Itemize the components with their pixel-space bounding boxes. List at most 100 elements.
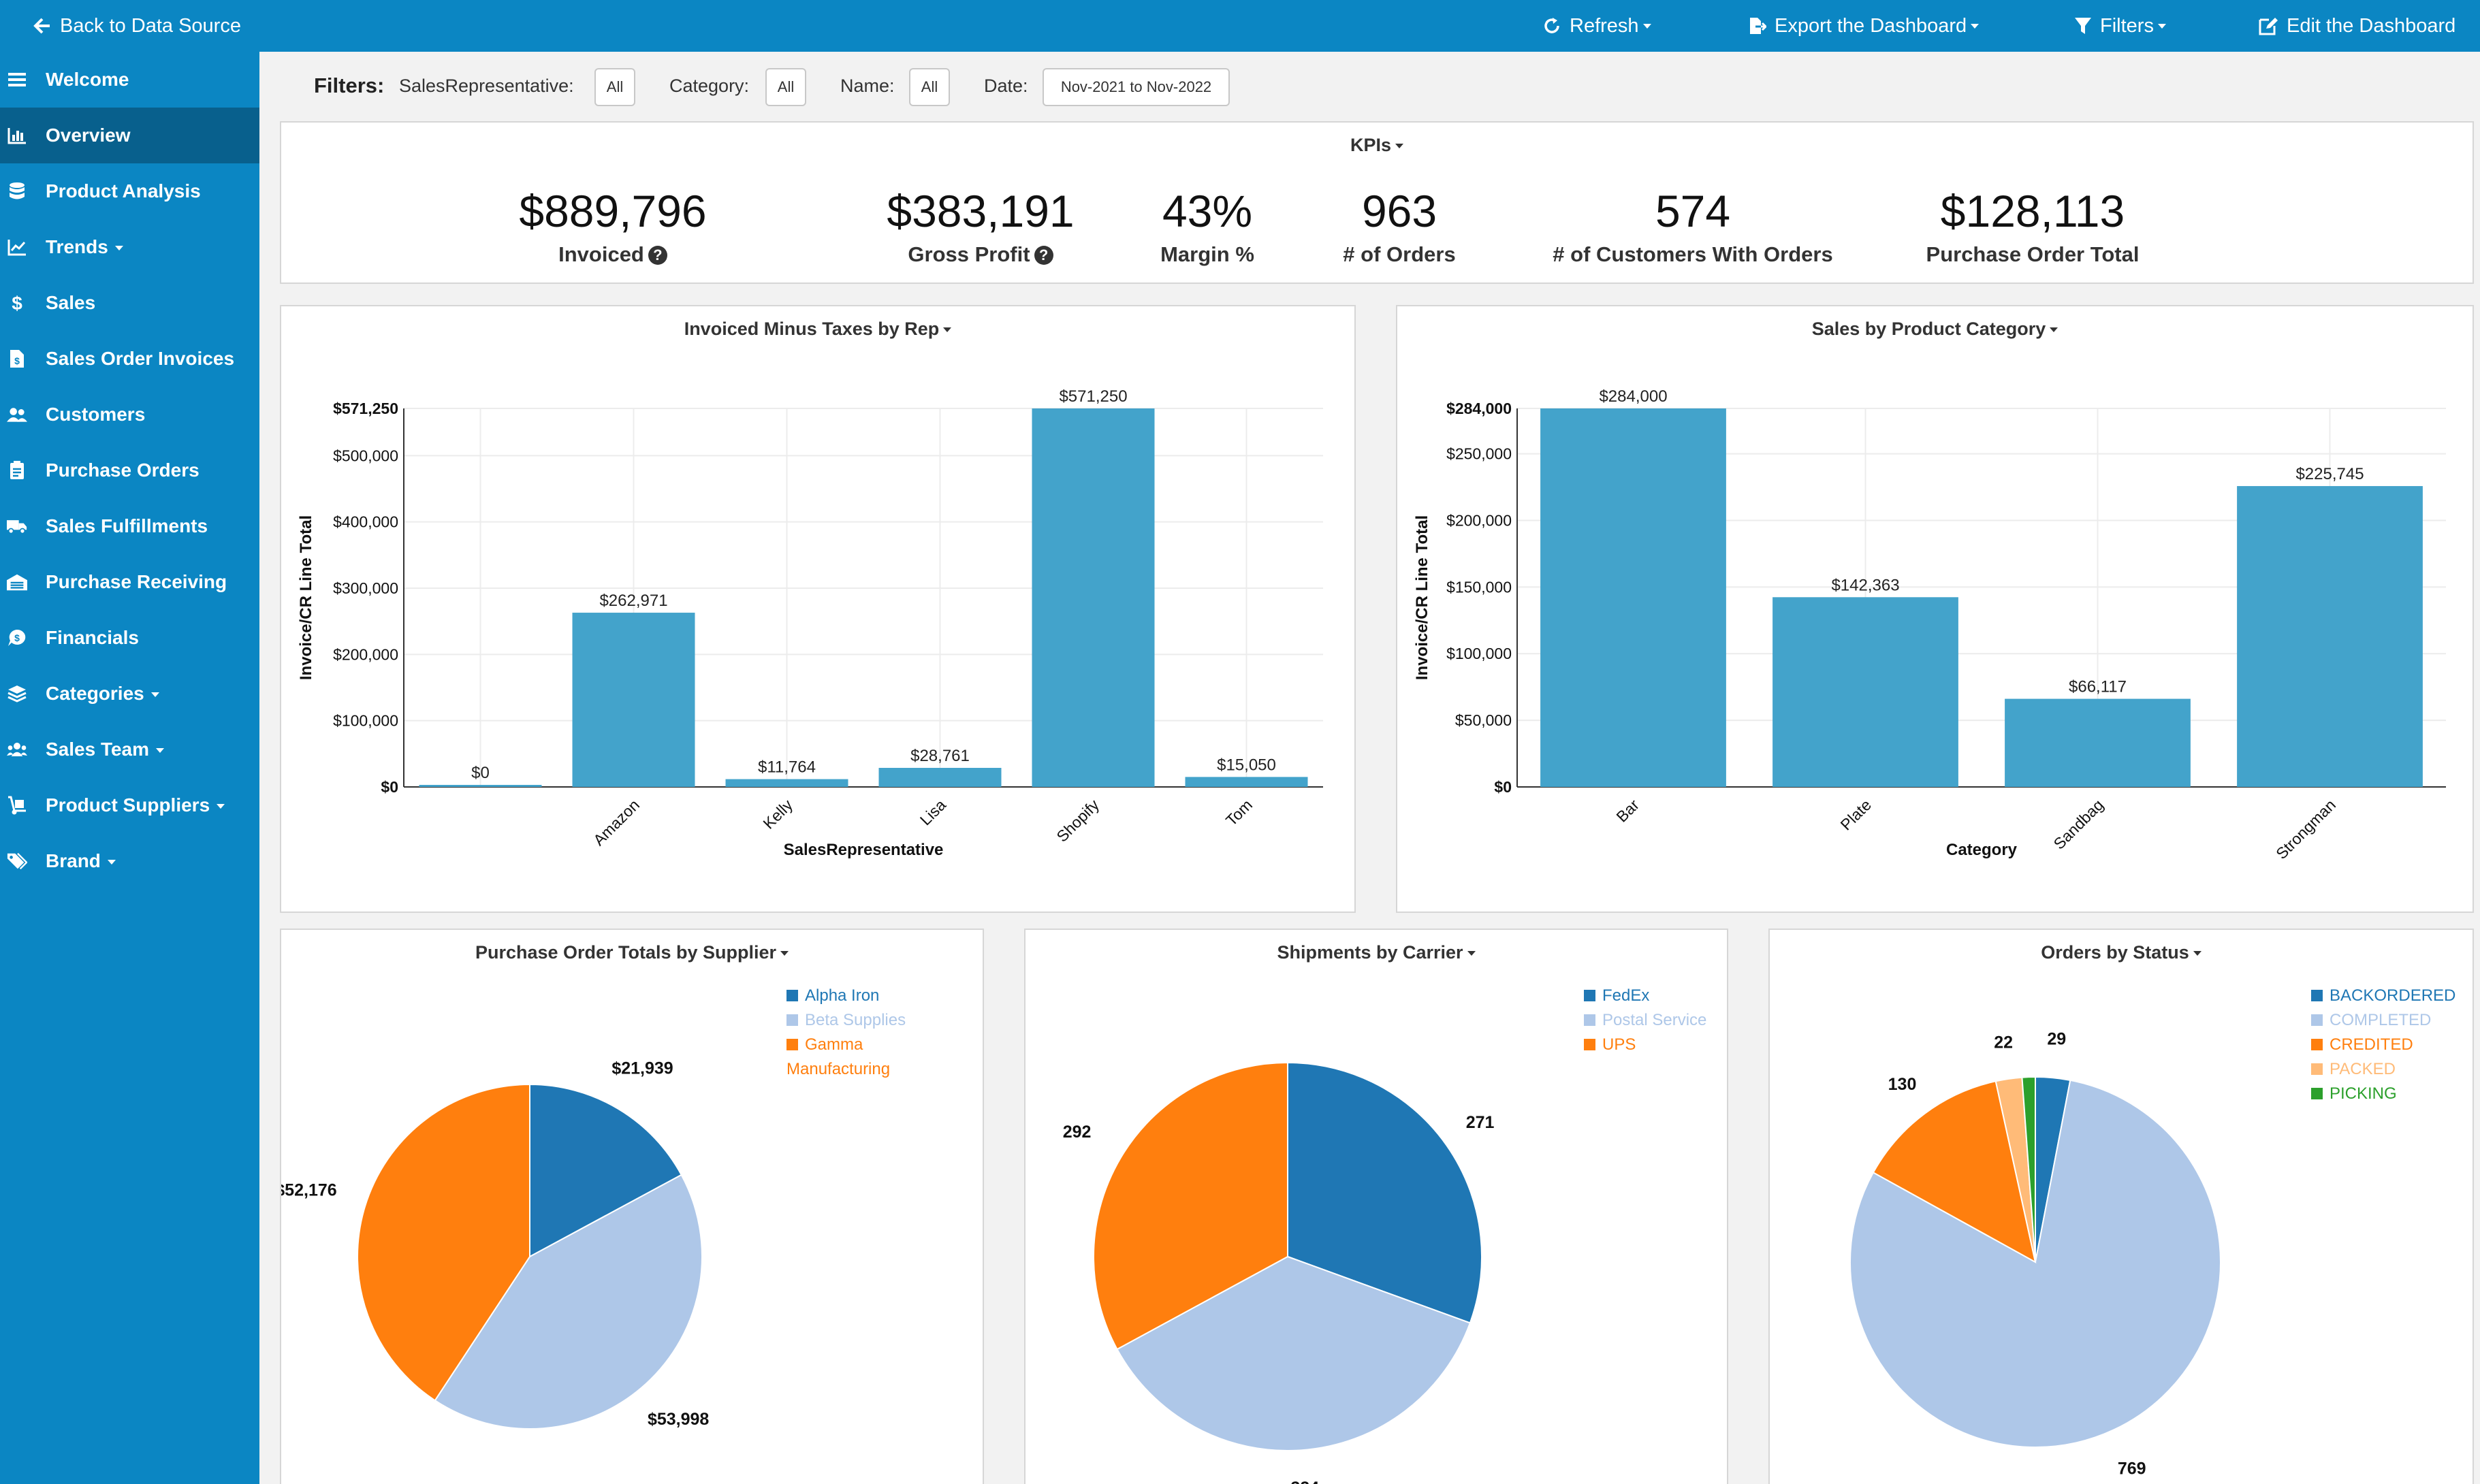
sidebar-item-purchase-orders[interactable]: Purchase Orders: [0, 442, 259, 498]
chart-title[interactable]: Sales by Product Category: [1397, 319, 2473, 340]
refresh-button[interactable]: Refresh: [1542, 0, 1651, 52]
sidebar-item-categories[interactable]: Categories: [0, 666, 259, 722]
sidebar-item-label: Sales: [46, 292, 96, 313]
legend-swatch: [1584, 1014, 1595, 1026]
slice-label: $52,176: [281, 1180, 337, 1199]
sidebar-item-sales[interactable]: $ Sales: [0, 275, 259, 331]
x-tick-label: Amazon: [590, 796, 643, 849]
legend-label: BACKORDERED: [2330, 986, 2455, 1005]
sidebar-item-purchase-receiving[interactable]: Purchase Receiving: [0, 554, 259, 610]
chevron-down-icon: [114, 246, 123, 251]
date-filter-button[interactable]: Nov-2021 to Nov-2022: [1043, 68, 1230, 106]
kpi-label: Margin %: [1160, 242, 1254, 266]
invoiced-by-rep-panel: Invoiced Minus Taxes by Rep $0 $100,000 $2…: [280, 305, 1356, 913]
data-label: $28,761: [910, 747, 970, 765]
sidebar-item-label: Purchase Orders: [46, 459, 200, 481]
dollar-icon: $: [7, 293, 27, 313]
sidebar-item-overview[interactable]: Overview: [0, 108, 259, 163]
chevron-down-icon: [2157, 23, 2166, 29]
legend-swatch: [786, 990, 798, 1001]
svg-text:$: $: [14, 355, 20, 366]
sidebar-item-sales-team[interactable]: Sales Team: [0, 722, 259, 777]
bar: [419, 785, 542, 787]
bar: [878, 768, 1002, 787]
x-tick-label: Tom: [1222, 796, 1256, 829]
x-axis-title: SalesRepresentative: [784, 841, 944, 859]
filters-button[interactable]: Filters: [2074, 0, 2166, 52]
filters-title: Filters:: [314, 74, 385, 97]
y-tick-label: $150,000: [1446, 578, 1512, 596]
chart-title[interactable]: Invoiced Minus Taxes by Rep: [281, 319, 1354, 340]
y-tick-label: $0: [1494, 778, 1512, 796]
date-filter-label: Date:: [984, 75, 1028, 96]
filter-icon: [2075, 18, 2091, 34]
chevron-down-icon: [1642, 23, 1651, 29]
legend-label: Gamma: [805, 1035, 863, 1054]
help-icon[interactable]: ?: [1034, 246, 1053, 265]
arrow-left-icon: [33, 18, 50, 34]
chevron-down-icon: [150, 692, 159, 698]
sidebar-item-financials[interactable]: $ Financials: [0, 610, 259, 666]
sidebar-item-label: Welcome: [46, 69, 129, 90]
export-dashboard-button[interactable]: Export the Dashboard: [1747, 0, 1980, 52]
y-tick-label: $100,000: [333, 712, 398, 730]
sidebar-item-brand[interactable]: Brand: [0, 833, 259, 889]
edit-dashboard-button[interactable]: Edit the Dashboard: [2258, 0, 2455, 52]
kpi-value: $383,191: [887, 186, 1075, 236]
x-tick-label: Plate: [1837, 796, 1875, 833]
sales-rep-filter-button[interactable]: All: [594, 68, 635, 106]
sidebar-item-sales-order-invoices[interactable]: $ Sales Order Invoices: [0, 331, 259, 387]
slice-label: 130: [1888, 1075, 1917, 1094]
chart-title[interactable]: Shipments by Carrier: [1026, 942, 1727, 963]
bar: [572, 613, 695, 787]
y-tick-label: $500,000: [333, 447, 398, 464]
sidebar-item-sales-fulfillments[interactable]: Sales Fulfillments: [0, 498, 259, 554]
y-tick-label: $250,000: [1446, 445, 1512, 463]
edit-dashboard-label: Edit the Dashboard: [2287, 14, 2456, 37]
bar: [1032, 408, 1155, 787]
name-filter-button[interactable]: All: [909, 68, 950, 106]
svg-text:$: $: [14, 632, 20, 643]
sidebar-item-label: Brand: [46, 850, 116, 872]
kpi-customers-with-orders: 574 # of Customers With Orders: [1529, 185, 1856, 267]
help-icon[interactable]: ?: [648, 246, 667, 265]
chart-title[interactable]: Orders by Status: [1770, 942, 2473, 963]
kpi-label: # of Customers With Orders: [1553, 242, 1833, 266]
sidebar-item-product-analysis[interactable]: Product Analysis: [0, 163, 259, 219]
sidebar-item-label: Categories: [46, 683, 159, 705]
back-to-data-source-button[interactable]: Back to Data Source: [33, 0, 241, 52]
kpi-value: 574: [1655, 186, 1731, 236]
clipboard-icon: [7, 460, 27, 481]
bar: [2237, 486, 2423, 787]
menu-icon: [7, 69, 27, 90]
sidebar-item-customers[interactable]: Customers: [0, 387, 259, 442]
pie-slice: [1849, 1079, 2221, 1448]
chart-title[interactable]: Purchase Order Totals by Supplier: [281, 942, 983, 963]
slice-label: 271: [1466, 1113, 1495, 1132]
kpi-value: $889,796: [519, 186, 707, 236]
legend-swatch: [2311, 1063, 2323, 1075]
sidebar-item-label: Sales Order Invoices: [46, 348, 235, 369]
data-label: $11,764: [758, 758, 816, 777]
pie-slice: [1287, 1061, 1482, 1324]
pie-slice: [2021, 1076, 2036, 1263]
y-tick-label: $200,000: [1446, 511, 1512, 529]
sidebar-item-trends[interactable]: Trends: [0, 219, 259, 275]
legend-swatch: [2311, 1039, 2323, 1050]
bar-chart-icon: [7, 125, 27, 146]
refresh-icon: [1544, 18, 1559, 33]
legend-label: Beta Supplies: [805, 1011, 906, 1029]
sidebar-item-product-suppliers[interactable]: Product Suppliers: [0, 777, 259, 833]
kpis-title[interactable]: KPIs: [281, 135, 2473, 156]
invoice-icon: $: [7, 349, 27, 369]
bar: [725, 779, 848, 787]
sidebar-item-label: Product Suppliers: [46, 794, 225, 816]
sidebar-item-label: Product Analysis: [46, 180, 201, 201]
pie-slice: [357, 1083, 530, 1402]
data-label: $225,745: [2295, 465, 2364, 483]
pie-slice: [434, 1174, 703, 1430]
slice-label: $53,998: [648, 1410, 709, 1429]
y-tick-label: $571,250: [333, 400, 398, 417]
sidebar-item-welcome[interactable]: Welcome: [0, 52, 259, 108]
category-filter-button[interactable]: All: [765, 68, 806, 106]
